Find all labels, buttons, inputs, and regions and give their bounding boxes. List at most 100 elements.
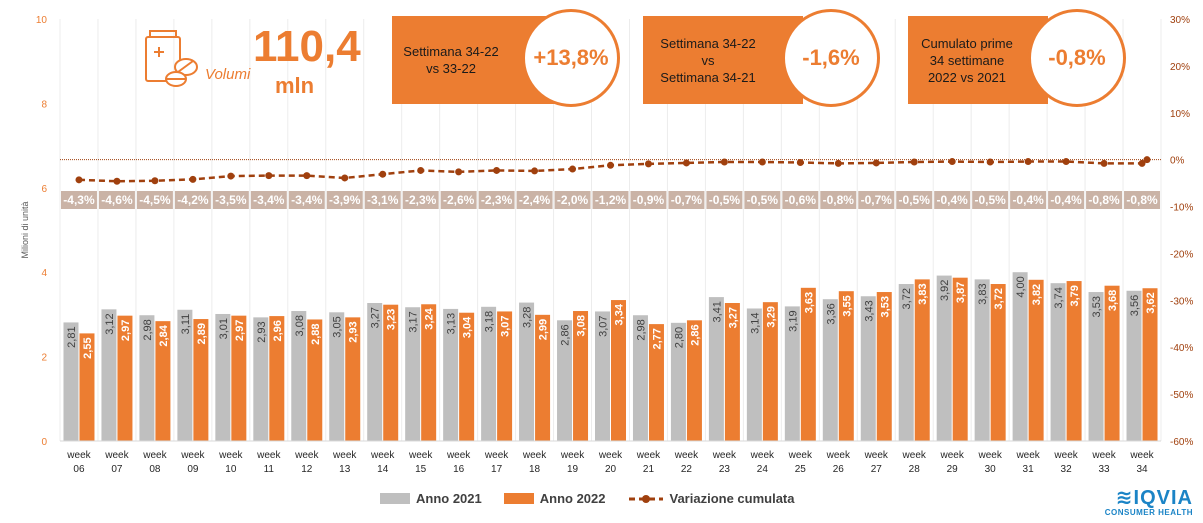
x-axis-tick-label-line2: 28: [909, 464, 921, 475]
cumulative-label: -1,2%: [595, 193, 627, 207]
cumulative-point: [189, 175, 197, 183]
x-axis-tick-label-line2: 13: [339, 464, 351, 475]
bar-2022: [1066, 281, 1082, 441]
bar-2021-label: 3,17: [408, 311, 420, 332]
cumulative-label-box: [858, 191, 895, 209]
x-axis-tick-label-line2: 10: [225, 464, 237, 475]
x-axis-tick-label-line2: 12: [301, 464, 313, 475]
bar-2022-label: 3,53: [879, 296, 891, 317]
cumulative-point: [379, 170, 387, 178]
cumulative-label-box: [820, 191, 857, 209]
bar-2021: [632, 315, 648, 441]
bar-2022-label: 3,27: [727, 307, 739, 328]
cumulative-point: [303, 172, 311, 180]
kpi-cumulative-line3: 2022 vs 2021: [927, 69, 1007, 85]
cumulative-label: -0,9%: [633, 193, 665, 207]
bar-2021: [936, 275, 952, 441]
bar-2022-label: 2,88: [310, 323, 322, 344]
legend-label-2022: Anno 2022: [539, 491, 606, 506]
bar-2022: [648, 324, 664, 441]
cumulative-label-box: [478, 191, 515, 209]
cumulative-label: -3,1%: [367, 193, 399, 207]
kpi-yoy-line1: Settimana 34-22: [660, 35, 756, 51]
legend: Anno 2021 Anno 2022 Variazione cumulata: [380, 491, 795, 506]
x-axis-tick-label-line2: 15: [415, 464, 427, 475]
cumulative-label: -0,5%: [747, 193, 779, 207]
bar-2021-label: 3,41: [711, 301, 723, 322]
cumulative-point: [1062, 158, 1070, 166]
bar-2021-label: 3,92: [939, 280, 951, 301]
x-axis-tick-label-line2: 26: [833, 464, 845, 475]
bar-2021: [595, 311, 610, 441]
cumulative-label-box: [326, 191, 363, 209]
x-axis-tick-label-line2: 21: [643, 464, 655, 475]
cumulative-point: [113, 177, 121, 185]
x-axis-tick-label-line2: 31: [1023, 464, 1035, 475]
cumulative-label: -0,4%: [937, 193, 969, 207]
x-axis-tick-label-line1: week: [1129, 450, 1154, 461]
bar-2021-label: 3,18: [484, 311, 496, 332]
bar-2022: [307, 319, 323, 441]
x-axis-tick-label-line1: week: [636, 450, 661, 461]
x-axis-tick-label-line2: 08: [149, 464, 161, 475]
bar-2022: [686, 320, 702, 441]
bar-2022-label: 3,08: [576, 315, 588, 336]
x-axis-tick-label-line2: 32: [1061, 464, 1073, 475]
bar-2022: [1028, 279, 1044, 441]
cumulative-label-box: [288, 191, 325, 209]
cumulative-label: -2,0%: [557, 193, 589, 207]
bar-2022-label: 3,83: [917, 283, 929, 304]
cumulative-label-box: [554, 191, 591, 209]
bar-2022: [345, 317, 361, 441]
bar-2021: [101, 309, 117, 441]
cumulative-label-box: [934, 191, 971, 209]
bar-2021: [443, 308, 459, 441]
bar-2021-label: 3,53: [1091, 296, 1103, 317]
bar-2021-label: 2,81: [66, 326, 78, 347]
bar-2021: [291, 311, 307, 441]
y2-axis-tick-label: -50%: [1170, 390, 1193, 401]
cumulative-label: -3,4%: [291, 193, 323, 207]
x-axis-tick-label-line1: week: [66, 450, 91, 461]
bar-2021-label: 3,28: [522, 307, 534, 328]
cumulative-label: -2,3%: [481, 193, 513, 207]
cumulative-label: -2,4%: [519, 193, 551, 207]
x-axis-tick-label-line1: week: [826, 450, 851, 461]
bar-2021: [1050, 283, 1066, 441]
x-axis-tick-label-line2: 19: [567, 464, 579, 475]
cumulative-label: -0,5%: [974, 193, 1006, 207]
y-axis-tick-label: 10: [36, 15, 48, 26]
kpi-yoy-value: -1,6%: [782, 9, 880, 107]
bar-2022-label: 3,82: [1031, 284, 1043, 305]
bar-2022-label: 2,97: [234, 320, 246, 341]
x-axis-tick-label-line1: week: [408, 450, 433, 461]
cumulative-point: [1024, 158, 1032, 166]
bar-2021-label: 4,00: [1015, 276, 1027, 297]
bar-2022: [1142, 288, 1158, 441]
cumulative-point: [227, 172, 235, 180]
bar-2022: [497, 311, 513, 441]
cumulative-point: [834, 159, 842, 167]
bar-2022-label: 3,23: [386, 309, 398, 330]
bar-2021-label: 3,72: [901, 288, 913, 309]
cumulative-label: -0,8%: [1126, 193, 1158, 207]
cumulative-label-box: [896, 191, 933, 209]
bar-2021-label: 3,01: [218, 318, 230, 339]
y-axis-tick-label: 0: [41, 437, 47, 448]
x-axis-tick-label-line2: 29: [947, 464, 959, 475]
cumulative-label-box: [402, 191, 439, 209]
volumi-label: Volumi: [205, 66, 251, 83]
cumulative-label-box: [744, 191, 781, 209]
bar-2021: [519, 302, 535, 441]
kpi-yoy-line2: vs: [701, 52, 715, 68]
cumulative-label: -4,5%: [139, 193, 171, 207]
legend-item-2021: Anno 2021: [380, 491, 482, 506]
bar-2022: [535, 314, 551, 441]
x-axis-tick-label-line2: 30: [985, 464, 997, 475]
kpi-weekly-value: +13,8%: [522, 9, 620, 107]
bar-2021: [708, 297, 724, 441]
bar-2021: [746, 308, 762, 441]
bar-2021: [822, 299, 838, 441]
cumulative-label: -3,4%: [253, 193, 285, 207]
cumulative-label-box: [972, 191, 1009, 209]
